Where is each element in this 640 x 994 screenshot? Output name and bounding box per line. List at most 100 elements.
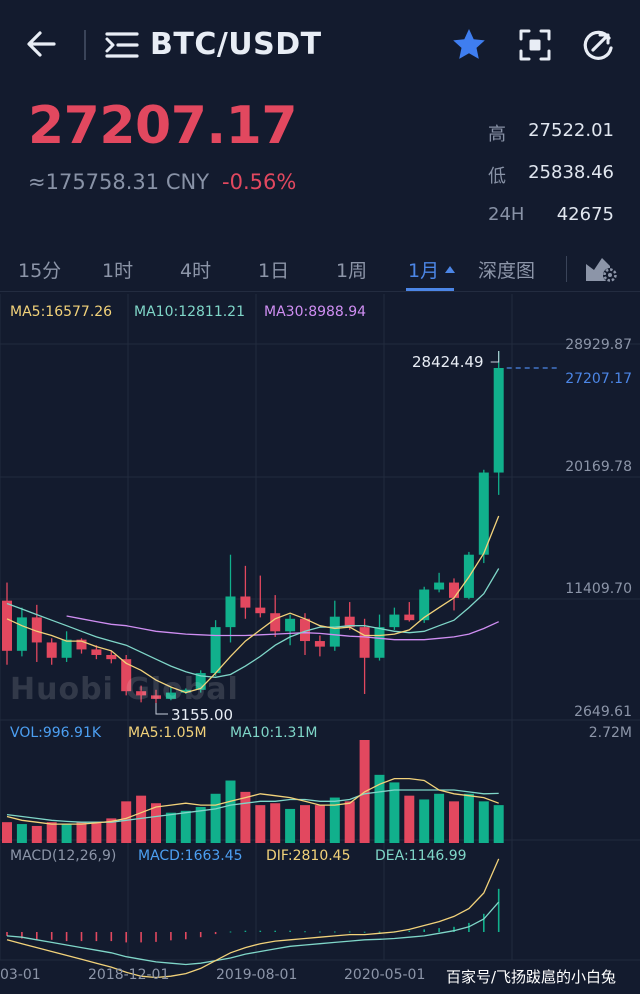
volume-bar bbox=[31, 825, 42, 843]
vol-ma10-label: MA10:1.31M bbox=[230, 725, 318, 741]
volume-bar bbox=[16, 824, 27, 843]
cny-price: ≈175758.31 CNY bbox=[28, 170, 210, 194]
candles bbox=[2, 351, 504, 703]
interval-tabs: 15分 1时 4时 1日 1周 1月 深度图 bbox=[0, 248, 640, 292]
price-tick-2: 20169.78 bbox=[565, 459, 632, 475]
volume-bar bbox=[91, 822, 102, 843]
high-marker-line bbox=[490, 351, 500, 363]
tab-1h[interactable]: 1时 bbox=[102, 260, 134, 282]
macd-series bbox=[6, 858, 500, 979]
candle-body bbox=[2, 600, 12, 651]
exchange-watermark-logo: Huobi Global bbox=[10, 672, 239, 707]
volume-bar bbox=[300, 805, 310, 843]
ma30-label: MA30:8988.94 bbox=[264, 304, 367, 320]
candle-body bbox=[314, 641, 325, 647]
refresh-icon[interactable] bbox=[580, 28, 616, 64]
volume-ma-lines bbox=[6, 777, 499, 825]
volume-bar bbox=[270, 803, 281, 843]
low-label: 低 bbox=[488, 166, 506, 187]
ma30-line bbox=[66, 615, 499, 641]
volume-bar bbox=[106, 818, 117, 843]
tab-depth[interactable]: 深度图 bbox=[478, 260, 536, 282]
high-value: 27522.01 bbox=[528, 120, 614, 141]
candle-body bbox=[434, 582, 445, 590]
candle-body bbox=[46, 642, 57, 658]
candle-body bbox=[136, 691, 147, 696]
volume-bar bbox=[314, 805, 325, 843]
current-price-tick: 27207.17 bbox=[565, 371, 632, 387]
chart-grid bbox=[0, 294, 640, 961]
dif-line bbox=[6, 858, 500, 979]
back-arrow-icon[interactable] bbox=[24, 26, 60, 62]
volume-bar bbox=[419, 799, 430, 843]
volume-bar bbox=[374, 774, 385, 843]
candle-body bbox=[478, 472, 489, 555]
volume-bar bbox=[404, 795, 415, 843]
volume-bar bbox=[449, 801, 459, 843]
candle-body bbox=[16, 617, 27, 651]
dif-label: DIF:2810.45 bbox=[266, 848, 351, 864]
candle-body bbox=[404, 614, 415, 621]
candle-body bbox=[389, 614, 400, 628]
tab-1mo[interactable]: 1月 bbox=[408, 260, 440, 282]
candle-body bbox=[165, 692, 176, 699]
volume-bar bbox=[478, 801, 489, 843]
ma5-line bbox=[6, 515, 500, 694]
volume-bar bbox=[76, 822, 87, 843]
dea-label: DEA:1146.99 bbox=[375, 848, 467, 864]
volume-bar bbox=[225, 780, 236, 843]
volume-bar bbox=[136, 795, 147, 843]
volume-bar bbox=[285, 808, 296, 843]
candle-body bbox=[285, 618, 296, 632]
low-marker-line bbox=[155, 702, 168, 715]
price-tick-1: 28929.87 bbox=[565, 337, 632, 353]
candle-body bbox=[329, 616, 340, 647]
macd-label: MACD:1663.45 bbox=[138, 848, 243, 864]
volume-bar bbox=[165, 812, 176, 843]
x-tick-3: 2019-08-01 bbox=[216, 967, 298, 983]
candle-body bbox=[225, 596, 236, 628]
menu-list-icon[interactable] bbox=[104, 30, 140, 60]
volume-bar bbox=[46, 822, 57, 843]
volume-ma5-line bbox=[6, 777, 499, 825]
low-value: 25838.46 bbox=[528, 162, 614, 183]
ma10-line bbox=[6, 568, 500, 678]
candle-body bbox=[31, 617, 42, 643]
candle-body bbox=[180, 689, 191, 693]
volume-24h-value: 42675 bbox=[556, 204, 614, 225]
ma5-label: MA5:16577.26 bbox=[10, 304, 113, 320]
volume-24h-label: 24H bbox=[488, 204, 525, 225]
pair-title[interactable]: BTC/USDT bbox=[150, 27, 322, 62]
candle-body bbox=[76, 639, 87, 650]
high-marker-label: 28424.49 bbox=[412, 353, 484, 371]
candle-body bbox=[449, 582, 459, 598]
volume-bar bbox=[151, 803, 161, 843]
candle-body bbox=[344, 616, 355, 628]
change-percent: -0.56% bbox=[222, 170, 297, 194]
top-bar: BTC/USDT bbox=[0, 0, 640, 92]
tab-1d[interactable]: 1日 bbox=[258, 260, 290, 282]
scan-icon[interactable] bbox=[518, 28, 552, 62]
volume-bar bbox=[344, 801, 355, 843]
dea-line bbox=[6, 901, 500, 966]
candle-body bbox=[195, 673, 206, 690]
tab-dropdown-triangle-icon[interactable] bbox=[445, 266, 455, 273]
chart-settings-icon[interactable] bbox=[584, 254, 620, 284]
volume-bar bbox=[195, 807, 206, 843]
volume-bar bbox=[329, 797, 340, 843]
volume-bar bbox=[240, 791, 251, 843]
tab-1w[interactable]: 1周 bbox=[336, 260, 368, 282]
ma-lines bbox=[6, 351, 500, 715]
volume-bar bbox=[180, 810, 191, 843]
candle-body bbox=[121, 659, 132, 692]
candle-body bbox=[255, 607, 266, 614]
tab-4h[interactable]: 4时 bbox=[180, 260, 212, 282]
star-icon[interactable] bbox=[450, 26, 488, 64]
vol-max-tick: 2.72M bbox=[588, 725, 632, 741]
candle-body bbox=[240, 596, 251, 608]
candle-body bbox=[91, 649, 102, 655]
candle-body bbox=[359, 627, 370, 658]
candle-body bbox=[106, 654, 117, 660]
tab-15m[interactable]: 15分 bbox=[18, 260, 62, 282]
